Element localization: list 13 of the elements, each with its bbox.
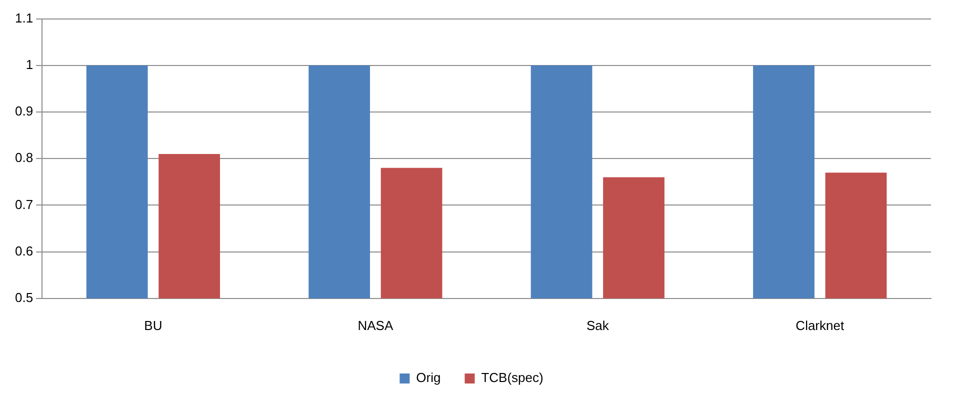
y-tick-label: 0.9 [14, 104, 34, 119]
y-tick-label: 1 [26, 56, 34, 72]
x-tick-label: NASA [358, 318, 394, 333]
x-tick-label: Sak [586, 318, 610, 333]
y-tick-label: 1.1 [14, 10, 34, 26]
legend-label: TCB(spec) [481, 370, 544, 386]
y-tick-label: 0.5 [14, 290, 34, 305]
y-tick-label: 0.8 [14, 150, 34, 166]
legend-label: Orig [416, 370, 441, 386]
x-tick-label: BU [144, 318, 162, 333]
y-tick-label: 0.7 [14, 196, 34, 212]
x-tick-label: Clarknet [796, 318, 844, 333]
y-tick-label: 0.6 [14, 243, 34, 258]
